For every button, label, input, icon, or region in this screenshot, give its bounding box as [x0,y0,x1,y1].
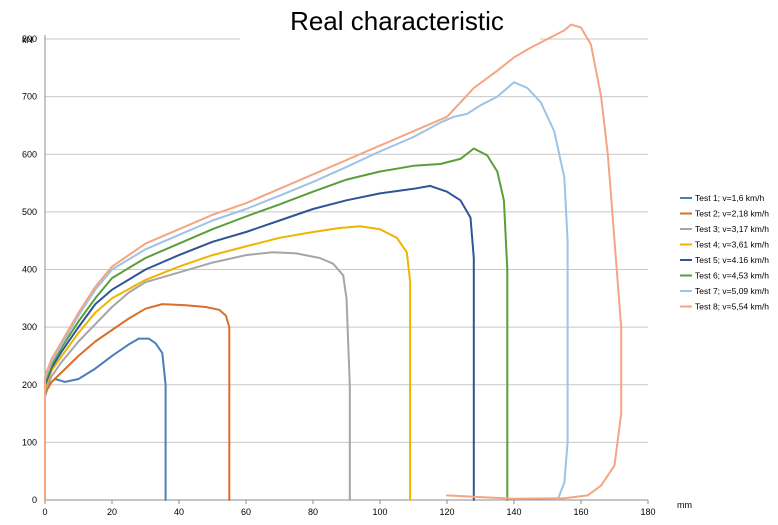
series-line-test-5 [44,184,475,501]
legend-label: Test 6; v=4,53 km/h [695,271,769,281]
y-tick-label: 0 [32,495,37,505]
x-tick-label: 180 [640,507,655,517]
x-unit-label: mm [677,500,692,510]
y-tick-labels: 0 100 200 300 400 500 600 700 800 [22,34,37,505]
y-tick-label: 400 [22,265,37,275]
series-line-test-6 [44,147,509,501]
x-tick-label: 100 [372,507,387,517]
y-tick-label: 700 [22,92,37,102]
x-tick-label: 20 [107,507,117,517]
x-tick-label: 80 [308,507,318,517]
chart-title-group: Real characteristic [240,6,540,42]
series-line-test-8 [44,23,623,501]
y-tick-label: 100 [22,437,37,447]
legend-label: Test 8; v=5,54 km/h [695,302,769,312]
legend-label: Test 4; v=3,61 km/h [695,240,769,250]
series-line-test-7 [44,81,569,501]
y-tick-label: 300 [22,322,37,332]
x-tick-label: 160 [573,507,588,517]
series-line-test-4 [44,225,412,501]
legend-label: Test 3; v=3,17 km/h [695,224,769,234]
y-tick-label: 200 [22,380,37,390]
series-lines [44,23,623,501]
legend-label: Test 2; v=2,18 km/h [695,209,769,219]
gridlines [45,38,648,443]
legend-label: Test 5; v=4.16 km/h [695,255,769,265]
x-tick-label: 40 [174,507,184,517]
legend-label: Test 7; v=5,09 km/h [695,286,769,296]
series-line-test-3 [44,251,351,501]
x-tick-label: 140 [506,507,521,517]
x-tick-label: 0 [42,507,47,517]
chart-title-background [240,6,540,42]
legend: Test 1; v=1,6 km/h Test 2; v=2,18 km/h Tes… [680,193,769,312]
legend-label: Test 1; v=1,6 km/h [695,193,764,203]
chart-title: Real characteristic [290,6,504,36]
x-tick-labels: 0 20 40 60 80 100 120 140 160 180 [42,507,655,517]
x-tick-label: 60 [241,507,251,517]
y-tick-label: 600 [22,149,37,159]
x-tick-label: 120 [439,507,454,517]
series-line-test-2 [44,303,231,501]
y-tick-label: 500 [22,207,37,217]
y-unit-label: kN [22,35,33,45]
series-line-test-1 [44,337,167,501]
y-tick-label: 800 [22,34,37,44]
